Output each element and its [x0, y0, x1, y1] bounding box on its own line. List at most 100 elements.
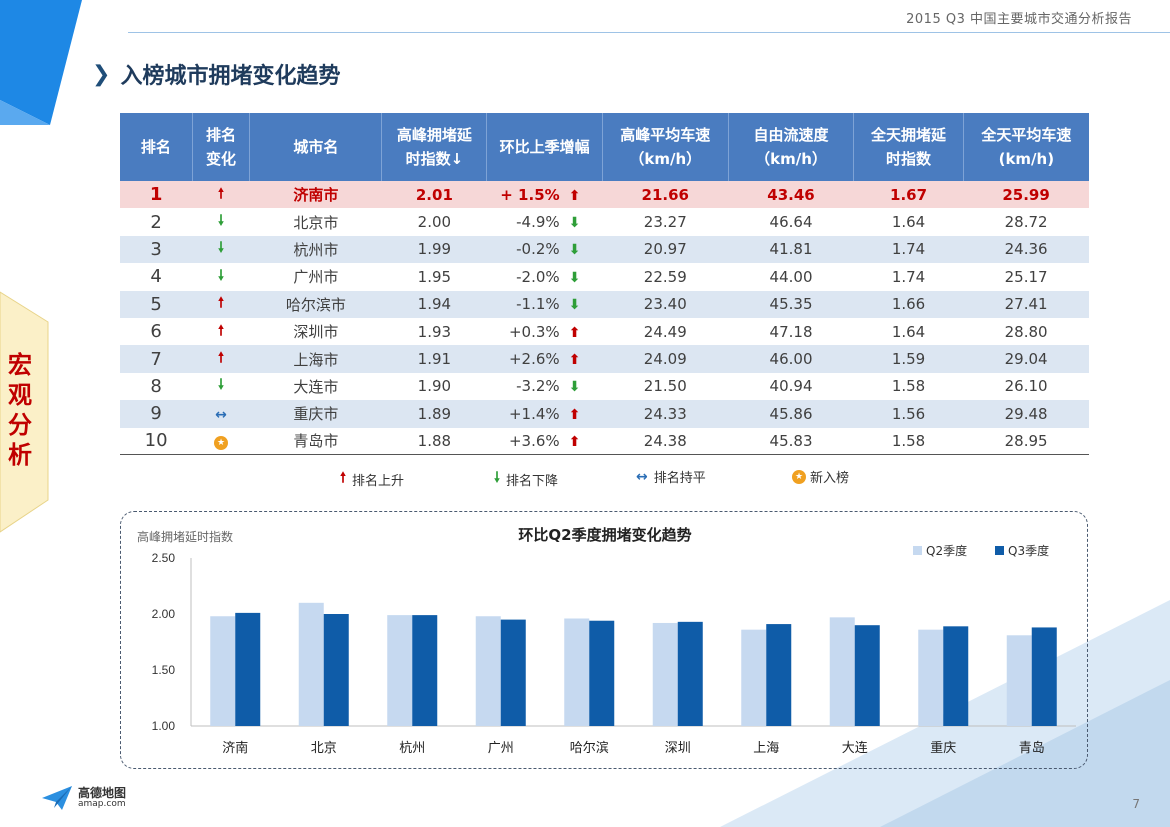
bar-q2 [564, 618, 590, 726]
column-header: 城市名 [249, 113, 383, 181]
cell-day-speed: 28.72 [1004, 213, 1048, 232]
cell-day-index: 1.64 [891, 213, 926, 232]
side-tab-char: 分 [8, 411, 32, 439]
column-header-line: 高峰平均车速 [620, 126, 711, 144]
cell-city: 广州市 [293, 268, 339, 287]
x-tick-label: 青岛 [1019, 740, 1045, 756]
column-header-line: 高峰拥堵延 [396, 126, 472, 144]
cell-city: 深圳市 [293, 323, 339, 342]
cell-peak-index: 1.88 [381, 427, 487, 456]
table-row: 9 ↔ 重庆市 1.89 +1.4% ⬆ 24.33 45.86 1.56 29.48 [120, 400, 1089, 428]
arrow-down-icon: 🠗 [494, 470, 501, 486]
rank-change-legend: 🠕 排名上升 🠗 排名下降 ↔ 排名持平 ★ 新入榜 [0, 467, 1170, 489]
bar-chart: 1.00 1.50 2.00 2.50 济南 北京 杭州 广州 哈尔滨 深圳 上海 大连 重庆 青岛 [152, 551, 1076, 756]
cell-peak-index: 1.91 [381, 345, 487, 373]
column-header-line: 排名 [206, 126, 237, 144]
cell-rank-change: 🠕 [192, 318, 250, 345]
arrow-down-icon: 🠗 [218, 377, 225, 394]
column-header: 环比上季增幅 [486, 113, 603, 181]
chart-legend-q2: Q2季度 [913, 542, 967, 559]
arrow-up-icon: ⬆ [568, 324, 581, 341]
bar-q3 [323, 614, 349, 726]
table-row: 4 🠗 广州市 1.95 -2.0% ⬇ 22.59 44.00 1.74 25.17 [120, 263, 1089, 290]
cell-rank: 7 [120, 345, 193, 373]
chart-title: 环比Q2季度拥堵变化趋势 [518, 526, 692, 544]
cell-qoq-change: -4.9% ⬇ [487, 208, 602, 235]
legend-down: 🠗 排名下降 [494, 467, 558, 491]
cell-rank: 2 [150, 211, 162, 233]
cell-day-speed: 25.17 [1004, 267, 1048, 286]
legend-up: 🠕 排名上升 [340, 467, 404, 491]
arrow-down-icon: ⬇ [568, 379, 581, 396]
bar-q2 [652, 622, 678, 726]
cell-day-speed: 29.04 [963, 345, 1089, 373]
bar-q3 [854, 625, 880, 726]
cell-rank: 4 [150, 266, 162, 288]
cell-peak-index: 1.99 [381, 235, 487, 264]
bar-q2 [918, 629, 944, 726]
table-row: 6 🠕 深圳市 1.93 +0.3% ⬆ 24.49 47.18 1.64 28.80 [120, 318, 1089, 345]
arrow-down-icon: 🠗 [218, 213, 225, 230]
column-header: 全天拥堵延 时指数 [853, 113, 964, 181]
cell-rank-change: ↔ [192, 400, 250, 428]
cell-rank: 10 [120, 427, 193, 456]
qoq-value: -4.9% [516, 213, 560, 232]
cell-peak-index: 1.95 [417, 267, 452, 286]
table-body: 1 🠕 济南市 2.01 + 1.5% ⬆ 21.66 43.46 1.67 25.99 2 🠗 北京市… [120, 181, 1089, 456]
column-header-line: （km/h） [629, 150, 702, 168]
x-tick-label: 济南 [222, 740, 248, 756]
cell-city: 北京市 [293, 213, 339, 232]
cell-city: 上海市 [249, 345, 382, 373]
bar-q3 [412, 615, 438, 726]
cell-qoq-change: -2.0% ⬇ [487, 263, 602, 290]
cell-peak-index: 2.01 [381, 181, 487, 209]
cell-free-speed: 46.00 [728, 345, 854, 373]
star-badge-icon: ★ [792, 469, 806, 484]
cell-peak-index: 1.89 [381, 400, 487, 428]
cell-qoq-change: + 1.5% ⬆ [486, 181, 603, 209]
bar-q3 [677, 621, 703, 726]
column-header-line: （km/h） [755, 150, 827, 168]
cell-rank: 1 [120, 181, 193, 209]
page-number: 7 [1132, 797, 1140, 811]
cell-qoq-change: +0.3% ⬆ [487, 318, 602, 345]
cell-rank-change: 🠗 [192, 208, 250, 235]
paper-plane-logo-icon [42, 786, 72, 810]
cell-day-index: 1.56 [853, 400, 964, 428]
arrow-up-icon: 🠕 [218, 350, 225, 367]
column-header: 高峰平均车速 （km/h） [602, 113, 729, 181]
bar-q3 [235, 612, 261, 726]
cell-qoq-change: +1.4% ⬆ [486, 400, 603, 428]
column-header-line: 城市名 [293, 138, 339, 156]
x-tick-label: 北京 [311, 741, 337, 756]
qoq-value: -1.1% [516, 295, 560, 314]
cell-rank: 8 [150, 375, 162, 397]
qoq-value: +0.3% [508, 322, 560, 341]
logo-name: 高德地图 [78, 786, 127, 800]
bar-q3 [766, 624, 792, 726]
arrow-down-icon: ⬇ [568, 269, 581, 286]
table-row: 10 ★ 青岛市 1.88 +3.6% ⬆ 24.38 45.83 1.58 28.95 [120, 427, 1089, 456]
chevron-right-icon: ❯ [92, 61, 111, 87]
arrow-up-icon: ⬆ [568, 406, 581, 423]
cell-city: 重庆市 [249, 400, 382, 428]
column-header-line: 全天拥堵延 [871, 126, 947, 144]
arrow-up-icon: 🠕 [218, 295, 225, 312]
legend-swatch-q2 [913, 546, 922, 555]
cell-day-speed: 26.10 [1004, 377, 1048, 396]
x-tick-label: 上海 [753, 741, 779, 756]
cell-free-speed: 45.35 [728, 290, 854, 318]
bar-q2 [829, 617, 855, 726]
column-header-line: 时指数 [886, 150, 932, 168]
x-tick-label: 广州 [488, 741, 514, 756]
cell-rank-change: 🠗 [192, 235, 250, 264]
column-header: 排名 [120, 113, 193, 181]
x-tick-label: 哈尔滨 [570, 740, 609, 756]
cell-qoq-change: +2.6% ⬆ [486, 345, 603, 373]
column-header-line: 排名 [140, 138, 171, 156]
x-tick-label: 重庆 [930, 740, 956, 756]
arrow-left-right-icon: ↔ [636, 468, 648, 485]
cell-peak-speed: 23.27 [643, 213, 687, 232]
cell-free-speed: 45.83 [728, 427, 854, 456]
